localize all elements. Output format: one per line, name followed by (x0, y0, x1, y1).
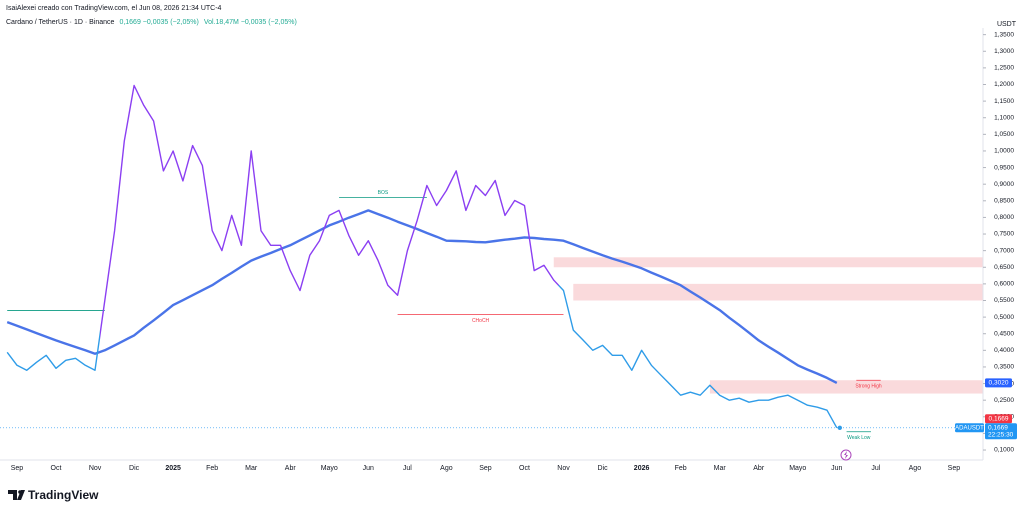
supply-zone (709, 380, 983, 394)
plot: BOS CHoCH Strong High Weak Low (0, 84, 983, 441)
price-line (6, 84, 838, 429)
x-tick-label: Abr (753, 465, 765, 472)
x-tick-label: Nov (557, 465, 570, 472)
price-badge-label: 0,1669 (988, 425, 1008, 432)
x-tick-label: Jul (403, 465, 412, 472)
x-tick-label: Jul (871, 465, 880, 472)
symbol: Cardano / TetherUS · 1D · Binance (6, 19, 115, 26)
unit-label: USDT (997, 21, 1017, 28)
y-tick-label: 0,8000 (994, 214, 1014, 221)
logo-icon (18, 490, 22, 494)
y-tick-label: 0,7500 (994, 231, 1014, 238)
chart-title: IsaiAlexei creado con TradingView.com, e… (6, 5, 222, 12)
y-tick-label: 0,5500 (994, 297, 1014, 304)
y-tick-label: 1,3000 (994, 48, 1014, 55)
supply-zone (573, 283, 983, 301)
y-tick-label: 0,4500 (994, 330, 1014, 337)
alert-icon[interactable] (840, 449, 852, 461)
x-tick-label: 2025 (165, 465, 181, 472)
supply-zone (553, 257, 983, 268)
y-tick-label: 1,2000 (994, 81, 1014, 88)
y-tick-label: 0,6000 (994, 281, 1014, 288)
level-label: Strong High (855, 384, 882, 390)
y-tick-label: 0,1000 (994, 447, 1014, 454)
x-tick-label: Mayo (789, 465, 806, 472)
footer-brand: TradingView (28, 488, 99, 502)
y-tick-label: 0,3500 (994, 364, 1014, 371)
x-tick-label: Dic (597, 465, 608, 472)
x-tick-label: Jun (831, 465, 842, 472)
x-tick-label: 2026 (634, 465, 650, 472)
symbol-badge (955, 423, 984, 433)
axis-price-box (985, 378, 1012, 388)
y-tick-label: 1,2500 (994, 65, 1014, 72)
x-tick-label: Mayo (321, 465, 338, 472)
y-tick-label: 0,6500 (994, 264, 1014, 271)
alert-icon[interactable] (844, 451, 848, 459)
x-tick-label: Nov (89, 465, 102, 472)
y-tick-label: 0,9500 (994, 164, 1014, 171)
axis-price-box (985, 414, 1012, 424)
level-label: Weak Low (847, 435, 871, 441)
x-tick-label: Oct (519, 465, 530, 472)
level-label: BOS (378, 190, 389, 196)
x-tick-label: Ago (440, 465, 453, 472)
x-tick-label: Ago (909, 465, 922, 472)
y-tick-label: 1,3500 (994, 31, 1014, 38)
y-tick-label: 1,0000 (994, 148, 1014, 155)
y-tick-label: 0,8500 (994, 198, 1014, 205)
volume: Vol.18,47M −0,0035 (−2,05%) (204, 19, 297, 26)
x-tick-label: Sep (948, 465, 961, 472)
x-tick-label: Abr (285, 465, 297, 472)
x-tick-label: Dic (129, 465, 140, 472)
countdown: 22:25:30 (988, 432, 1014, 439)
y-tick-label: 1,0500 (994, 131, 1014, 138)
symbol-badge-label: ADAUSDT (955, 425, 984, 431)
x-tick-label: Mar (714, 465, 727, 472)
axis-price-label: 0,3020 (989, 380, 1009, 387)
x-tick-label: Feb (675, 465, 687, 472)
y-tick-label: 0,9000 (994, 181, 1014, 188)
moving-average (6, 209, 838, 384)
level-label: CHoCH (472, 318, 490, 324)
x-tick-label: Oct (51, 465, 62, 472)
x-tick-label: Feb (206, 465, 218, 472)
y-tick-label: 0,2500 (994, 397, 1014, 404)
y-tick-label: 0,4000 (994, 347, 1014, 354)
x-tick-label: Sep (11, 465, 24, 472)
x-tick-label: Mar (245, 465, 258, 472)
y-tick-label: 1,1000 (994, 114, 1014, 121)
y-tick-label: 1,1500 (994, 98, 1014, 105)
axis-price-label: 0,1669 (989, 416, 1009, 423)
y-tick-label: 0,7000 (994, 247, 1014, 254)
quote: 0,1669 −0,0035 (−2,05%) (119, 19, 198, 26)
logo: TradingView (8, 488, 99, 502)
price-badge (985, 423, 1017, 440)
y-tick-label: 0,5000 (994, 314, 1014, 321)
last-point (837, 425, 842, 430)
x-tick-label: Jun (363, 465, 374, 472)
symbol-legend: Cardano / TetherUS · 1D · Binance 0,1669 … (6, 19, 297, 26)
x-tick-label: Sep (479, 465, 492, 472)
